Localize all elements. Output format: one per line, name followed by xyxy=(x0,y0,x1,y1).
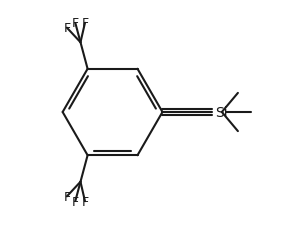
Text: F: F xyxy=(72,195,79,208)
Text: Si: Si xyxy=(215,106,228,119)
Text: F: F xyxy=(63,190,70,203)
Text: F: F xyxy=(72,17,79,30)
Text: F: F xyxy=(81,17,88,30)
Text: F: F xyxy=(81,195,88,208)
Text: F: F xyxy=(63,22,70,35)
